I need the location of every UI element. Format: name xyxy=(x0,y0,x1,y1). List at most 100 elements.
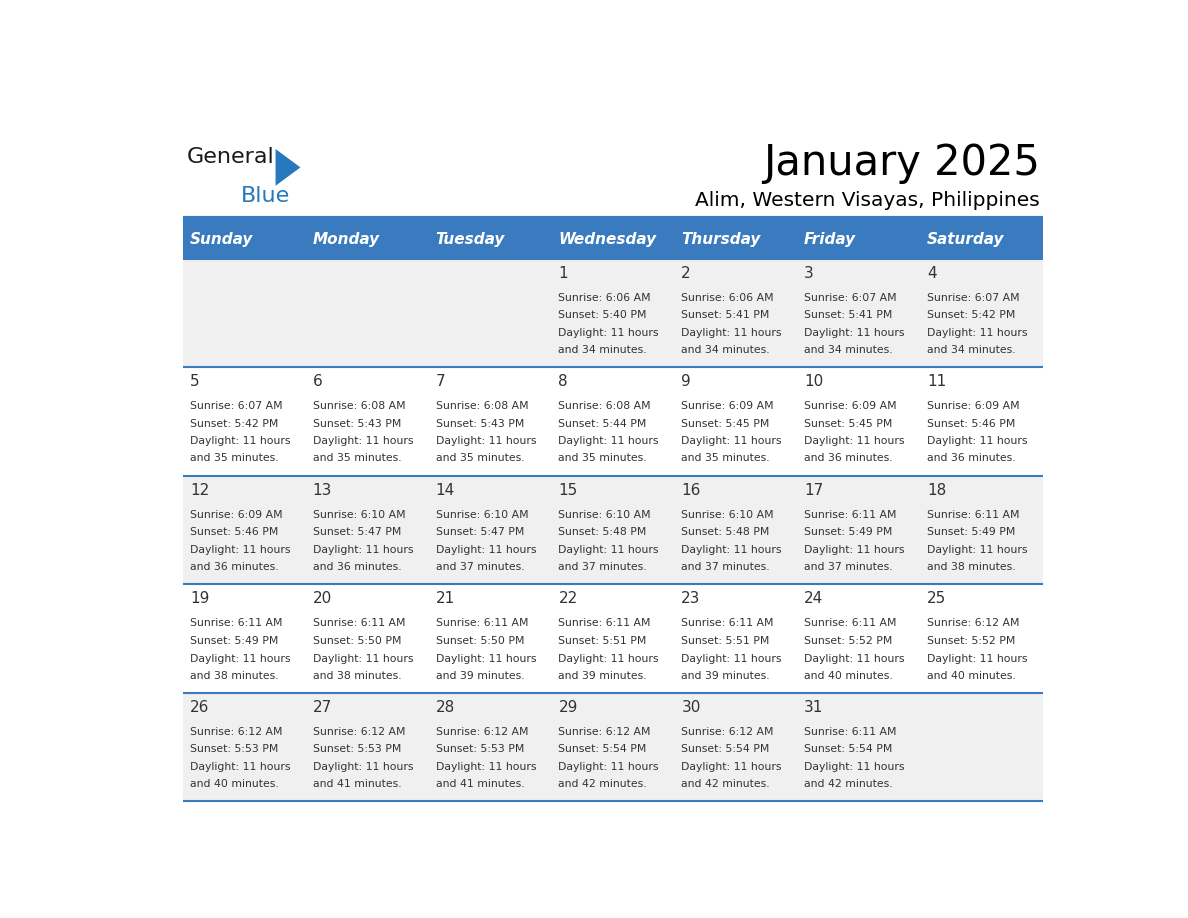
Text: 6: 6 xyxy=(312,375,322,389)
Text: 21: 21 xyxy=(436,591,455,607)
Text: Daylight: 11 hours: Daylight: 11 hours xyxy=(927,436,1028,446)
Text: Sunset: 5:54 PM: Sunset: 5:54 PM xyxy=(682,744,770,755)
Bar xyxy=(921,219,1043,259)
Text: and 34 minutes.: and 34 minutes. xyxy=(682,345,770,355)
Text: and 36 minutes.: and 36 minutes. xyxy=(927,453,1016,464)
Text: 2: 2 xyxy=(682,265,691,281)
Text: Sunrise: 6:08 AM: Sunrise: 6:08 AM xyxy=(558,401,651,411)
Text: 24: 24 xyxy=(804,591,823,607)
Text: Sunrise: 6:11 AM: Sunrise: 6:11 AM xyxy=(682,618,773,628)
Text: Daylight: 11 hours: Daylight: 11 hours xyxy=(804,545,905,555)
Text: Sunrise: 6:11 AM: Sunrise: 6:11 AM xyxy=(927,509,1019,520)
Text: Sunset: 5:45 PM: Sunset: 5:45 PM xyxy=(682,419,770,429)
Text: Alim, Western Visayas, Philippines: Alim, Western Visayas, Philippines xyxy=(695,192,1040,210)
Text: 23: 23 xyxy=(682,591,701,607)
Text: Sunrise: 6:08 AM: Sunrise: 6:08 AM xyxy=(312,401,405,411)
Text: Sunrise: 6:12 AM: Sunrise: 6:12 AM xyxy=(682,727,773,737)
Text: Sunrise: 6:09 AM: Sunrise: 6:09 AM xyxy=(682,401,773,411)
Text: 31: 31 xyxy=(804,700,823,715)
Text: Sunset: 5:49 PM: Sunset: 5:49 PM xyxy=(927,527,1016,537)
Text: Sunset: 5:50 PM: Sunset: 5:50 PM xyxy=(436,636,524,646)
Text: Blue: Blue xyxy=(240,185,290,206)
Text: Daylight: 11 hours: Daylight: 11 hours xyxy=(682,762,782,772)
Text: and 35 minutes.: and 35 minutes. xyxy=(190,453,278,464)
Bar xyxy=(675,219,797,259)
Text: Thursday: Thursday xyxy=(682,231,760,247)
Text: Sunday: Sunday xyxy=(190,231,253,247)
Text: Daylight: 11 hours: Daylight: 11 hours xyxy=(312,762,413,772)
Text: Sunset: 5:48 PM: Sunset: 5:48 PM xyxy=(682,527,770,537)
Text: Sunset: 5:43 PM: Sunset: 5:43 PM xyxy=(436,419,524,429)
Text: Daylight: 11 hours: Daylight: 11 hours xyxy=(190,436,290,446)
Text: 9: 9 xyxy=(682,375,691,389)
Text: Sunset: 5:54 PM: Sunset: 5:54 PM xyxy=(558,744,646,755)
Text: Sunrise: 6:11 AM: Sunrise: 6:11 AM xyxy=(436,618,529,628)
Text: and 38 minutes.: and 38 minutes. xyxy=(312,670,402,680)
Bar xyxy=(183,367,1043,476)
Text: and 35 minutes.: and 35 minutes. xyxy=(436,453,524,464)
Text: 8: 8 xyxy=(558,375,568,389)
Text: and 39 minutes.: and 39 minutes. xyxy=(436,670,524,680)
Text: 15: 15 xyxy=(558,483,577,498)
Text: January 2025: January 2025 xyxy=(763,142,1040,184)
Text: Daylight: 11 hours: Daylight: 11 hours xyxy=(312,654,413,664)
Text: 13: 13 xyxy=(312,483,333,498)
Text: Daylight: 11 hours: Daylight: 11 hours xyxy=(558,762,659,772)
Text: Sunset: 5:46 PM: Sunset: 5:46 PM xyxy=(927,419,1016,429)
Text: 5: 5 xyxy=(190,375,200,389)
Text: Sunset: 5:47 PM: Sunset: 5:47 PM xyxy=(436,527,524,537)
Text: 17: 17 xyxy=(804,483,823,498)
Text: Daylight: 11 hours: Daylight: 11 hours xyxy=(558,328,659,338)
Text: Sunrise: 6:12 AM: Sunrise: 6:12 AM xyxy=(190,727,283,737)
Text: and 34 minutes.: and 34 minutes. xyxy=(927,345,1016,355)
Text: Daylight: 11 hours: Daylight: 11 hours xyxy=(436,654,536,664)
Text: Sunset: 5:53 PM: Sunset: 5:53 PM xyxy=(312,744,402,755)
Text: Sunset: 5:52 PM: Sunset: 5:52 PM xyxy=(927,636,1016,646)
Text: and 38 minutes.: and 38 minutes. xyxy=(927,562,1016,572)
Text: Sunrise: 6:07 AM: Sunrise: 6:07 AM xyxy=(804,293,897,303)
Text: and 42 minutes.: and 42 minutes. xyxy=(804,779,893,789)
Text: Sunrise: 6:06 AM: Sunrise: 6:06 AM xyxy=(682,293,773,303)
Text: 30: 30 xyxy=(682,700,701,715)
Text: Sunset: 5:44 PM: Sunset: 5:44 PM xyxy=(558,419,646,429)
Text: 7: 7 xyxy=(436,375,446,389)
Text: 22: 22 xyxy=(558,591,577,607)
Text: Sunrise: 6:07 AM: Sunrise: 6:07 AM xyxy=(190,401,283,411)
Text: Daylight: 11 hours: Daylight: 11 hours xyxy=(190,545,290,555)
Text: and 38 minutes.: and 38 minutes. xyxy=(190,670,278,680)
Text: and 37 minutes.: and 37 minutes. xyxy=(436,562,524,572)
Text: Daylight: 11 hours: Daylight: 11 hours xyxy=(804,762,905,772)
Text: 18: 18 xyxy=(927,483,947,498)
Bar xyxy=(183,476,1043,585)
Text: Sunrise: 6:11 AM: Sunrise: 6:11 AM xyxy=(312,618,405,628)
Text: Daylight: 11 hours: Daylight: 11 hours xyxy=(436,436,536,446)
Text: and 42 minutes.: and 42 minutes. xyxy=(558,779,647,789)
Text: Sunrise: 6:10 AM: Sunrise: 6:10 AM xyxy=(558,509,651,520)
Text: and 42 minutes.: and 42 minutes. xyxy=(682,779,770,789)
Text: Sunset: 5:43 PM: Sunset: 5:43 PM xyxy=(312,419,402,429)
Text: Sunrise: 6:11 AM: Sunrise: 6:11 AM xyxy=(804,509,897,520)
Bar xyxy=(183,259,1043,367)
Text: and 35 minutes.: and 35 minutes. xyxy=(682,453,770,464)
Text: Friday: Friday xyxy=(804,231,857,247)
Text: Sunrise: 6:10 AM: Sunrise: 6:10 AM xyxy=(436,509,529,520)
Text: Sunset: 5:51 PM: Sunset: 5:51 PM xyxy=(682,636,770,646)
Text: 16: 16 xyxy=(682,483,701,498)
Text: 12: 12 xyxy=(190,483,209,498)
Text: Sunset: 5:49 PM: Sunset: 5:49 PM xyxy=(804,527,892,537)
Text: and 36 minutes.: and 36 minutes. xyxy=(804,453,893,464)
Text: Sunset: 5:41 PM: Sunset: 5:41 PM xyxy=(804,310,892,320)
Text: Wednesday: Wednesday xyxy=(558,231,657,247)
Text: Tuesday: Tuesday xyxy=(436,231,505,247)
Text: and 36 minutes.: and 36 minutes. xyxy=(312,562,402,572)
Text: 14: 14 xyxy=(436,483,455,498)
Text: Sunrise: 6:12 AM: Sunrise: 6:12 AM xyxy=(558,727,651,737)
Text: Sunset: 5:41 PM: Sunset: 5:41 PM xyxy=(682,310,770,320)
Text: 10: 10 xyxy=(804,375,823,389)
Text: Sunrise: 6:09 AM: Sunrise: 6:09 AM xyxy=(190,509,283,520)
Text: 11: 11 xyxy=(927,375,947,389)
Text: and 34 minutes.: and 34 minutes. xyxy=(804,345,893,355)
Text: Sunrise: 6:11 AM: Sunrise: 6:11 AM xyxy=(190,618,283,628)
Text: Daylight: 11 hours: Daylight: 11 hours xyxy=(312,436,413,446)
Text: Sunset: 5:52 PM: Sunset: 5:52 PM xyxy=(804,636,892,646)
